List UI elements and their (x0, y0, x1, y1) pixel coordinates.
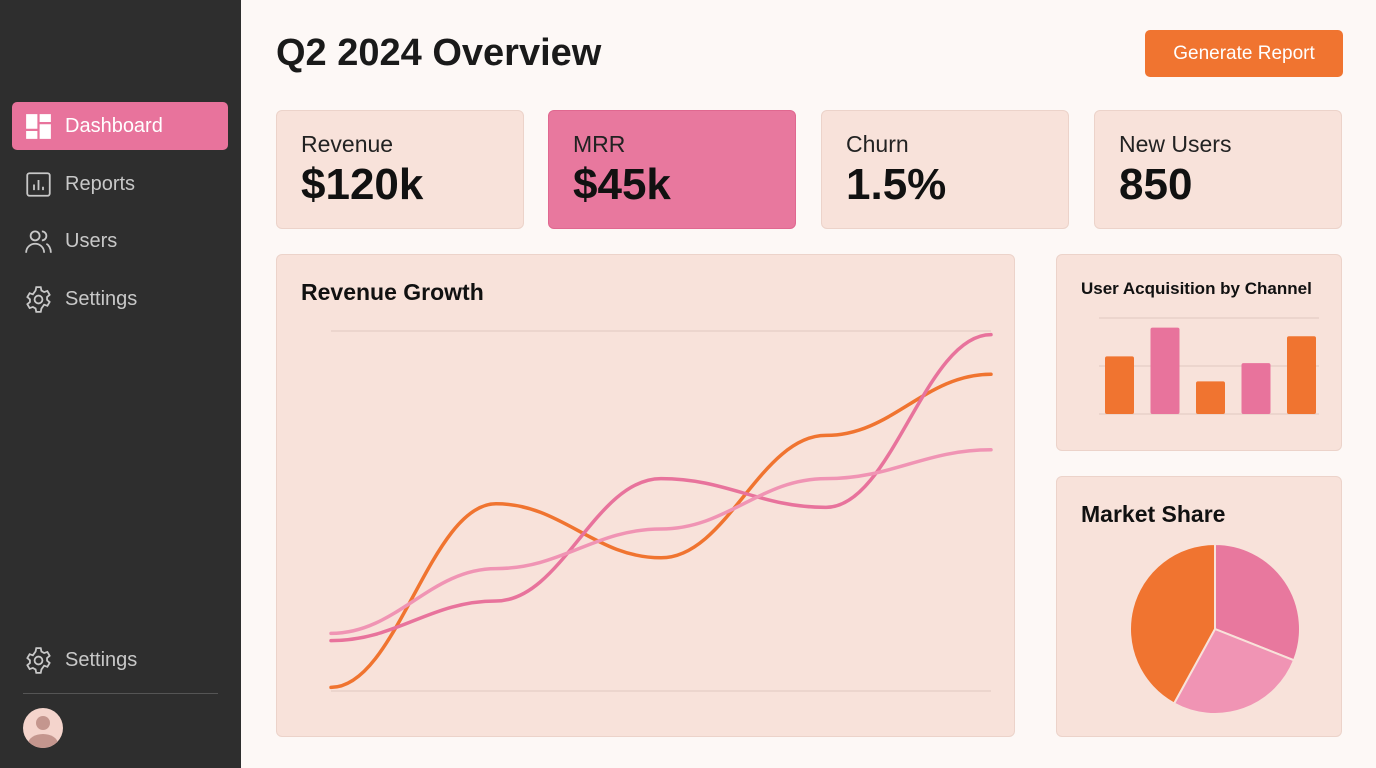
kpi-value: 850 (1119, 160, 1193, 209)
market-share-card: Market Share (1056, 476, 1342, 737)
kpi-value: $120k (301, 160, 424, 209)
kpi-label: Revenue (301, 131, 394, 157)
bar (1105, 356, 1134, 414)
pie-slice (1214, 542, 1301, 662)
sidebar-item-label: Dashboard (65, 114, 163, 137)
sidebar-item-reports[interactable]: Reports (12, 160, 228, 208)
pie-slice (1129, 542, 1216, 705)
chart-title: User Acquisition by Channel (1081, 279, 1312, 298)
kpi-value: $45k (573, 160, 671, 209)
chart-title: Revenue Growth (301, 279, 484, 305)
bar (1287, 336, 1316, 414)
generate-report-button[interactable]: Generate Report (1145, 30, 1343, 77)
sidebar-item-dashboard[interactable]: Dashboard (12, 102, 228, 150)
user-acquisition-card: User Acquisition by Channel (1056, 254, 1342, 451)
chart-title: Market Share (1081, 501, 1226, 527)
revenue-growth-card: Revenue Growth (276, 254, 1015, 737)
bar-chart-icon (26, 171, 51, 197)
sidebar-item-users[interactable]: Users (12, 217, 228, 265)
line-series-2 (329, 332, 993, 643)
revenue-growth-chart (329, 330, 993, 692)
kpi-label: Churn (846, 131, 909, 157)
dashboard-icon (26, 113, 51, 139)
sidebar-item-settings[interactable]: Settings (12, 275, 228, 323)
sidebar-item-label: Settings (65, 287, 138, 310)
bar (1241, 363, 1271, 414)
sidebar-footer-settings[interactable]: Settings (12, 636, 228, 684)
sidebar-item-label: Settings (65, 648, 138, 671)
kpi-label: MRR (573, 131, 626, 157)
market-share-chart (1129, 542, 1301, 715)
kpi-card-new-users: New Users 850 (1094, 110, 1342, 229)
user-avatar-icon (28, 716, 58, 748)
sidebar: Dashboard Reports Users Settings Setting… (0, 0, 241, 768)
line-series-1 (329, 372, 993, 690)
gear-icon (26, 285, 51, 313)
line-series-3 (329, 448, 993, 636)
kpi-card-churn: Churn 1.5% (821, 110, 1069, 229)
avatar[interactable] (23, 708, 63, 748)
gear-icon (26, 646, 51, 674)
sidebar-item-label: Reports (65, 172, 136, 195)
sidebar-divider (23, 693, 218, 694)
kpi-card-mrr: MRR $45k (548, 110, 796, 229)
kpi-card-revenue: Revenue $120k (276, 110, 524, 229)
page-title: Q2 2024 Overview (276, 32, 602, 74)
kpi-label: New Users (1119, 131, 1232, 157)
sidebar-item-label: Users (65, 229, 118, 252)
bar (1150, 327, 1180, 414)
users-icon (25, 229, 52, 253)
user-acquisition-chart (1099, 317, 1319, 415)
kpi-value: 1.5% (846, 160, 947, 209)
bar (1196, 381, 1225, 414)
